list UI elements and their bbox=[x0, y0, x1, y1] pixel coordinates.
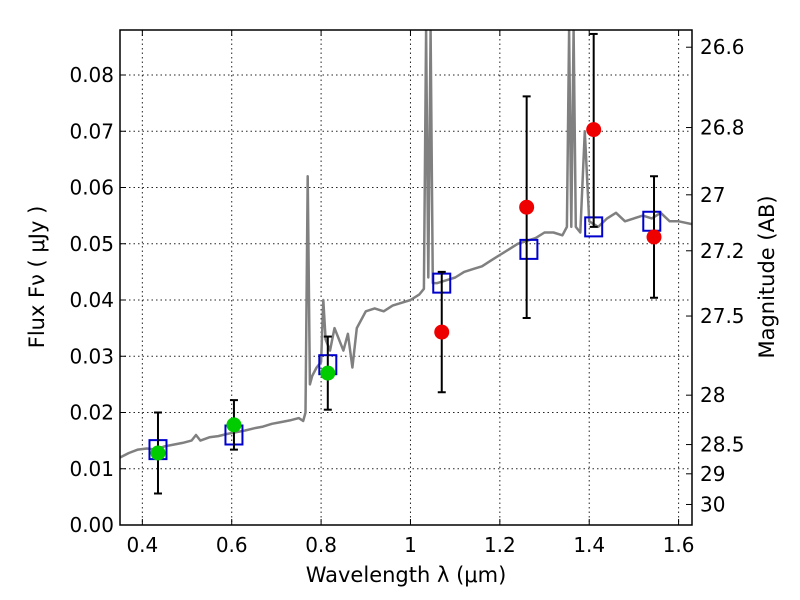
plot-area bbox=[120, 30, 692, 495]
x-tick-label: 0.4 bbox=[126, 533, 158, 557]
right-tick-label: 27.5 bbox=[700, 304, 745, 328]
y-tick-label: 0.07 bbox=[69, 119, 114, 143]
plot-frame bbox=[119, 29, 693, 526]
y-tick-label: 0.04 bbox=[69, 288, 114, 312]
x-tick-label: 0.8 bbox=[305, 533, 337, 557]
y-tick-label: 0.00 bbox=[69, 513, 114, 537]
spectrum-line bbox=[120, 30, 692, 459]
green-data-point bbox=[226, 417, 242, 433]
right-tick-label: 26.6 bbox=[700, 35, 745, 59]
right-tick-label: 26.8 bbox=[700, 116, 745, 140]
right-tick-label: 28 bbox=[700, 383, 725, 407]
right-tick-label: 29 bbox=[700, 462, 725, 486]
y-tick-label: 0.01 bbox=[69, 457, 114, 481]
green-data-point bbox=[150, 445, 166, 461]
x-tick-label: 1 bbox=[404, 533, 417, 557]
y-tick-label: 0.05 bbox=[69, 232, 114, 256]
red-data-point bbox=[646, 229, 662, 245]
red-data-point bbox=[434, 324, 450, 340]
right-tick-label: 27.2 bbox=[700, 239, 745, 263]
y-tick-label: 0.08 bbox=[69, 63, 114, 87]
red-data-point bbox=[519, 199, 535, 215]
y-tick-label: 0.02 bbox=[69, 401, 114, 425]
model-square-marker bbox=[519, 238, 539, 260]
right-axis-title: Magnitude (AB) bbox=[755, 195, 779, 358]
red-data-point bbox=[586, 122, 602, 138]
y-tick-label: 0.06 bbox=[69, 176, 114, 200]
green-data-point bbox=[320, 365, 336, 381]
x-tick-label: 1.4 bbox=[573, 533, 605, 557]
x-axis-title: Wavelength λ (μm) bbox=[306, 563, 507, 587]
grid-lines bbox=[120, 30, 692, 526]
y-tick-label: 0.03 bbox=[69, 344, 114, 368]
x-tick-label: 0.6 bbox=[216, 533, 248, 557]
right-tick-label: 27 bbox=[700, 183, 725, 207]
right-tick-label: 28.5 bbox=[700, 433, 745, 457]
axes: 0.4 0.6 0.8 1 1.2 1.4 1.6 0.00 0.01 0.02 0.03 0.04 0… bbox=[69, 30, 745, 557]
right-tick-label: 30 bbox=[700, 492, 725, 516]
x-tick-label: 1.2 bbox=[484, 533, 516, 557]
x-tick-label: 1.6 bbox=[663, 533, 695, 557]
y-axis-title: Flux Fν ( μJy ) bbox=[25, 206, 49, 349]
